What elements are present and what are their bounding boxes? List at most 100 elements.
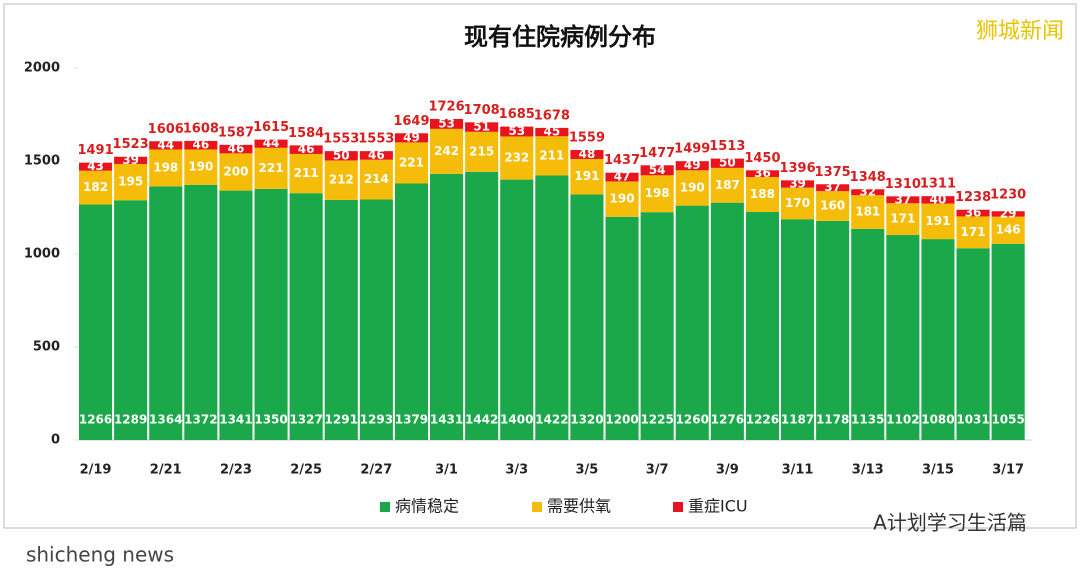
data-label: 48: [579, 147, 596, 161]
x-tick-label: 2/19: [80, 463, 112, 478]
bar-segment: [640, 165, 674, 176]
bar-segment: [535, 136, 569, 176]
bar-segment: [219, 190, 253, 440]
data-label: 212: [329, 173, 354, 187]
data-label: 1178: [816, 413, 849, 427]
total-label: 1649: [393, 114, 429, 129]
data-label: 1364: [149, 413, 182, 427]
data-label: 47: [614, 170, 631, 184]
bar-segment: [816, 184, 850, 192]
watermark: shicheng news: [26, 543, 174, 567]
bar-segment: [921, 239, 955, 440]
bar-segment: [184, 149, 218, 185]
x-tick-label: 2/25: [290, 463, 322, 478]
data-label: 36: [965, 206, 982, 220]
bar-segment: [219, 153, 253, 191]
bar-segment: [745, 211, 779, 440]
bar-segment: [710, 202, 744, 440]
data-label: 1055: [991, 413, 1024, 427]
bar-segment: [359, 151, 393, 160]
bar-segment: [781, 219, 815, 440]
bar-segment: [254, 188, 288, 440]
bar-segment: [745, 170, 779, 177]
total-label: 1606: [148, 122, 184, 137]
legend-label: 需要供氧: [547, 497, 611, 516]
data-label: 29: [1000, 206, 1017, 220]
data-label: 190: [680, 180, 705, 194]
x-tick-label: 3/1: [435, 463, 458, 478]
y-tick-label: 0: [51, 433, 60, 448]
data-label: 190: [188, 160, 213, 174]
data-label: 36: [754, 166, 771, 180]
bar-segment: [991, 216, 1025, 244]
total-label: 1348: [850, 170, 886, 185]
data-label: 191: [925, 214, 950, 228]
data-label: 1400: [500, 413, 533, 427]
total-label: 1678: [534, 108, 570, 123]
y-tick-label: 2000: [24, 61, 60, 76]
data-label: 242: [434, 144, 459, 158]
bar-segment: [851, 195, 885, 229]
bar-segment: [570, 150, 604, 159]
total-label: 1491: [77, 143, 113, 158]
legend-label: 病情稳定: [395, 497, 459, 516]
bar-segment: [430, 128, 464, 174]
data-label: 187: [715, 178, 740, 192]
x-tick-label: 3/17: [992, 463, 1024, 478]
data-label: 1276: [711, 413, 744, 427]
bar-segment: [289, 145, 323, 154]
total-label: 1708: [464, 103, 500, 118]
bar-segment: [851, 228, 885, 440]
bar-segment: [254, 147, 288, 189]
total-label: 1230: [990, 188, 1026, 203]
bar-segment: [640, 175, 674, 213]
bar-segment: [781, 180, 815, 188]
x-tick-label: 3/15: [922, 463, 954, 478]
data-label: 181: [855, 205, 880, 219]
data-label: 214: [364, 172, 389, 186]
data-label: 44: [157, 138, 174, 152]
chart-title: 现有住院病例分布: [464, 23, 656, 51]
data-label: 1102: [886, 413, 919, 427]
bar-segment: [816, 220, 850, 440]
bar-segment: [359, 159, 393, 200]
y-tick-label: 500: [33, 340, 60, 355]
data-label: 40: [930, 192, 947, 206]
bar-segment: [324, 151, 358, 161]
data-label: 1431: [430, 413, 463, 427]
data-label: 198: [153, 160, 178, 174]
data-label: 39: [122, 153, 139, 167]
data-label: 50: [333, 148, 350, 162]
watermark: 狮城新闻: [976, 19, 1064, 44]
bar-segment: [79, 204, 113, 440]
bar-segment: [921, 196, 955, 204]
data-label: 191: [574, 169, 599, 183]
data-label: 37: [824, 180, 841, 194]
bar-segment: [359, 199, 393, 440]
bar-segment: [465, 122, 499, 132]
bar-segment: [605, 216, 639, 440]
bar-segment: [570, 158, 604, 195]
x-tick-label: 3/5: [576, 463, 599, 478]
x-tick-label: 3/11: [782, 463, 814, 478]
data-label: 221: [259, 161, 284, 175]
bar-segment: [79, 170, 113, 205]
bar-segment: [605, 181, 639, 217]
data-label: 32: [859, 185, 876, 199]
bar-segment: [886, 196, 920, 204]
total-label: 1553: [323, 132, 359, 147]
data-label: 1266: [79, 413, 112, 427]
data-label: 211: [294, 166, 319, 180]
bar-segment: [114, 163, 148, 201]
data-label: 211: [539, 148, 564, 162]
total-label: 1587: [218, 125, 254, 140]
data-label: 51: [473, 120, 490, 134]
legend-swatch: [673, 502, 683, 512]
data-label: 43: [87, 159, 104, 173]
legend-swatch: [380, 502, 390, 512]
data-label: 54: [649, 163, 666, 177]
bar-segment: [430, 173, 464, 441]
total-label: 1310: [885, 177, 921, 192]
